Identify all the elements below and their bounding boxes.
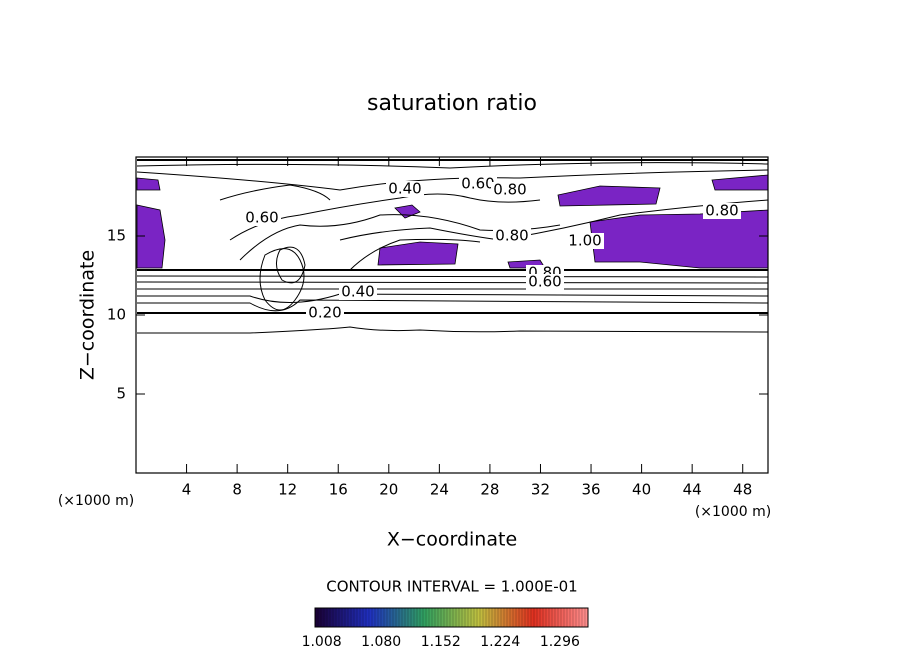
contour-label: 0.40: [388, 180, 421, 198]
contour-label: 0.60: [245, 209, 278, 227]
x-tick-label: 32: [531, 481, 550, 499]
contour-label-bg: [339, 284, 377, 300]
contour-label: 0.60: [528, 273, 561, 291]
y-axis-label: Z−coordinate: [77, 250, 99, 380]
x-tick-label: 20: [379, 481, 398, 499]
contour-label: 0.80: [495, 227, 528, 245]
contour-lines: [136, 159, 769, 334]
x-tick-label: 24: [430, 481, 449, 499]
y-tick-label: 10: [107, 306, 126, 324]
contour-label: 0.80: [705, 202, 738, 220]
colorbar-tick-label: 1.224: [480, 634, 520, 650]
contour-label-bg: [386, 181, 424, 197]
contour-label-bg: [306, 305, 344, 321]
contour-label: 0.80: [493, 181, 526, 199]
contour-label: 0.40: [341, 283, 374, 301]
y-tick-label: 5: [116, 385, 126, 403]
x-unit: (×1000 m): [695, 504, 771, 520]
x-tick-label: 28: [480, 481, 499, 499]
colorbar-tick-label: 1.008: [302, 634, 342, 650]
plot-frame: [135, 156, 769, 474]
contour-label-bg: [243, 210, 281, 226]
x-tick-label: 4: [182, 481, 192, 499]
x-tick-label: 48: [733, 481, 752, 499]
contour-label-bg: [703, 203, 741, 219]
y-unit: (×1000 m): [58, 493, 134, 509]
x-tick-label: 16: [329, 481, 348, 499]
y-tick-label: 15: [107, 227, 126, 245]
contour-label-bg: [459, 176, 497, 192]
colorbar-tick-label: 1.080: [361, 634, 401, 650]
chart-title: saturation ratio: [367, 91, 537, 116]
x-axis-label: X−coordinate: [387, 529, 517, 551]
contour-label-bg: [566, 233, 604, 249]
x-tick-label: 12: [278, 481, 297, 499]
x-tick-label: 40: [632, 481, 651, 499]
contour-label-bg: [493, 228, 531, 244]
contour-label: 0.60: [461, 175, 494, 193]
contour-label: 0.20: [308, 304, 341, 322]
contour-label: 1.00: [568, 232, 601, 250]
colorbar-tick-label: 1.296: [540, 634, 580, 650]
fill-regions: [136, 174, 769, 269]
x-tick-label: 44: [683, 481, 702, 499]
contour-label-bg: [526, 274, 564, 290]
x-tick-label: 36: [581, 481, 600, 499]
colorbar: [314, 607, 589, 628]
contour-label-bg: [491, 182, 529, 198]
annotation: CONTOUR INTERVAL = 1.000E-01: [326, 578, 577, 596]
x-tick-label: 8: [232, 481, 242, 499]
colorbar-tick-label: 1.152: [421, 634, 461, 650]
